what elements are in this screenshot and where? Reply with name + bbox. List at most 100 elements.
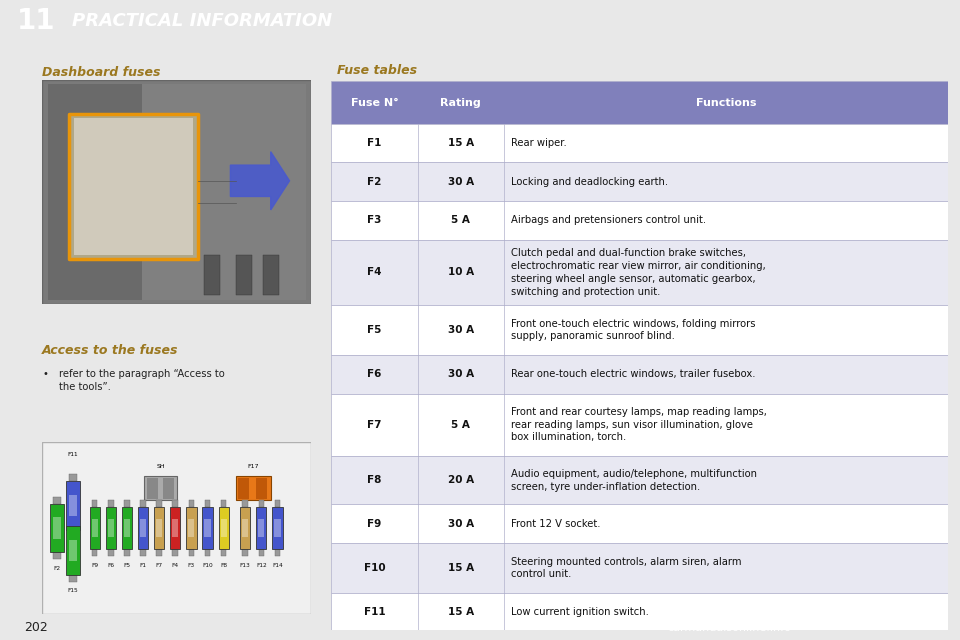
Text: 10 A: 10 A (447, 268, 474, 277)
Bar (188, 548, 194, 556)
Bar (69, 495, 78, 516)
Bar (204, 518, 210, 538)
Bar (236, 476, 271, 500)
Bar (273, 508, 282, 548)
Bar (221, 518, 227, 538)
Bar (108, 518, 114, 538)
Text: Fuse tables: Fuse tables (337, 64, 418, 77)
Bar (163, 478, 174, 499)
Text: F1: F1 (139, 563, 147, 568)
Bar (331, 504, 948, 543)
Text: 11: 11 (17, 7, 56, 35)
Bar (258, 500, 264, 508)
Bar (75, 118, 193, 255)
Text: F3: F3 (368, 215, 381, 225)
Bar (219, 508, 228, 548)
Text: 5 A: 5 A (451, 420, 470, 429)
Text: Rating: Rating (441, 97, 481, 108)
Bar (242, 518, 249, 538)
Bar (91, 518, 98, 538)
Bar (204, 500, 210, 508)
Bar (53, 497, 60, 504)
Bar (331, 81, 948, 124)
Bar (331, 593, 948, 632)
Polygon shape (230, 152, 290, 210)
Bar (156, 500, 162, 508)
Text: Front 12 V socket.: Front 12 V socket. (512, 519, 601, 529)
Text: F11: F11 (68, 452, 79, 457)
Text: refer to the paragraph “Access to
the tools”.: refer to the paragraph “Access to the to… (60, 369, 225, 392)
Text: Airbags and pretensioners control unit.: Airbags and pretensioners control unit. (512, 215, 707, 225)
Text: PRACTICAL INFORMATION: PRACTICAL INFORMATION (72, 12, 332, 30)
Bar (188, 518, 195, 538)
Text: carmanualsonline.info: carmanualsonline.info (667, 623, 792, 633)
Text: F11: F11 (68, 543, 79, 548)
Text: F12: F12 (256, 563, 267, 568)
Bar (331, 543, 948, 593)
Text: F9: F9 (91, 563, 98, 568)
Text: Fuse N°: Fuse N° (350, 97, 398, 108)
Bar (122, 508, 132, 548)
Text: 202: 202 (24, 621, 48, 634)
Text: F1: F1 (368, 138, 381, 148)
Text: F8: F8 (220, 563, 228, 568)
Bar (221, 500, 227, 508)
Bar (69, 474, 77, 481)
Bar (147, 478, 157, 499)
Bar (69, 540, 78, 561)
Bar (66, 526, 80, 575)
Bar (106, 508, 116, 548)
Bar (331, 456, 948, 504)
Text: F5: F5 (123, 563, 131, 568)
Text: 30 A: 30 A (447, 519, 474, 529)
Bar (66, 481, 80, 530)
Bar (108, 500, 113, 508)
Bar (258, 548, 264, 556)
Bar (203, 508, 213, 548)
Text: Front and rear courtesy lamps, map reading lamps,
rear reading lamps, sun visor : Front and rear courtesy lamps, map readi… (512, 407, 767, 442)
Bar (331, 305, 948, 355)
Text: F11: F11 (364, 607, 385, 617)
Bar (138, 508, 148, 548)
Bar (256, 508, 267, 548)
Bar (53, 517, 61, 539)
Text: Access to the fuses: Access to the fuses (42, 344, 179, 356)
Text: 15 A: 15 A (447, 138, 474, 148)
Bar (124, 548, 130, 556)
Text: F5: F5 (368, 325, 381, 335)
Text: Front one-touch electric windows, folding mirrors
supply, panoramic sunroof blin: Front one-touch electric windows, foldin… (512, 319, 756, 341)
Text: 30 A: 30 A (447, 177, 474, 187)
Bar (140, 500, 146, 508)
Text: Functions: Functions (696, 97, 756, 108)
Text: Dashboard fuses: Dashboard fuses (42, 66, 160, 79)
Bar (275, 518, 280, 538)
Text: 30 A: 30 A (447, 369, 474, 379)
Bar (92, 500, 98, 508)
Bar (331, 394, 948, 456)
Bar (240, 508, 251, 548)
Text: F4: F4 (367, 268, 382, 277)
Text: F2: F2 (368, 177, 381, 187)
Text: F3: F3 (188, 563, 195, 568)
Text: Rear one-touch electric windows, trailer fusebox.: Rear one-touch electric windows, trailer… (512, 369, 756, 379)
Text: 15 A: 15 A (447, 607, 474, 617)
Bar (173, 548, 179, 556)
Bar (124, 500, 130, 508)
Bar (92, 548, 98, 556)
Text: F7: F7 (367, 420, 382, 429)
Text: F7: F7 (156, 563, 163, 568)
Bar (275, 500, 280, 508)
Bar (242, 500, 248, 508)
Text: Clutch pedal and dual-function brake switches,
electrochromatic rear view mirror: Clutch pedal and dual-function brake swi… (512, 248, 766, 296)
Bar (331, 201, 948, 239)
Bar (188, 500, 194, 508)
Text: F15: F15 (68, 589, 79, 593)
Text: Rear wiper.: Rear wiper. (512, 138, 567, 148)
Text: 20 A: 20 A (447, 475, 474, 485)
Bar (275, 548, 280, 556)
Bar (156, 518, 162, 538)
Bar (173, 500, 179, 508)
Bar (331, 163, 948, 201)
Bar (69, 520, 77, 526)
Text: Locking and deadlocking earth.: Locking and deadlocking earth. (512, 177, 668, 187)
